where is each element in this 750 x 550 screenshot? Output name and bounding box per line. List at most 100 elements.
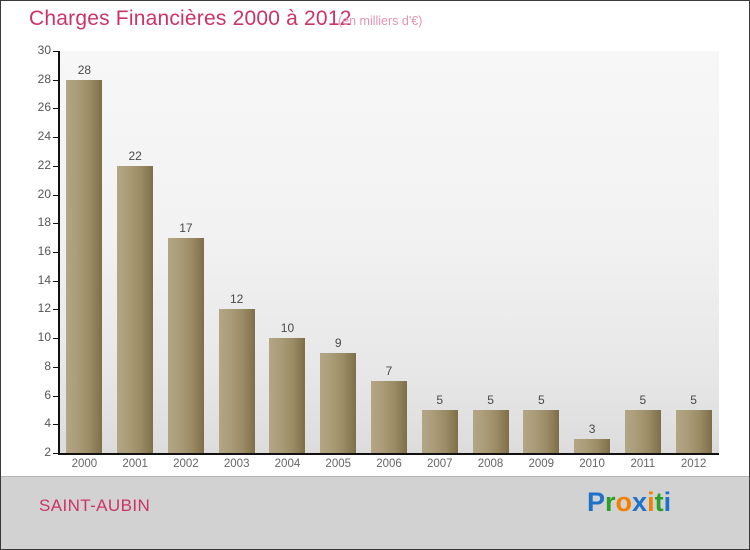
bar-value-label: 5 xyxy=(690,392,697,407)
bar-value-label: 3 xyxy=(588,421,596,436)
bar-value-label: 5 xyxy=(639,392,647,407)
y-tick-mark xyxy=(53,79,59,81)
y-tick-label: 18 xyxy=(37,215,51,230)
chart-title: Charges Financières 2000 à 2012 xyxy=(29,7,352,30)
bar[interactable] xyxy=(574,438,611,453)
y-tick: 2 xyxy=(1,445,51,459)
x-tick-label: 2003 xyxy=(223,458,250,470)
bar[interactable] xyxy=(421,409,458,453)
bar-value-label: 10 xyxy=(280,321,295,336)
bar-value-label: 17 xyxy=(179,220,193,235)
y-tick-mark xyxy=(53,453,59,454)
y-tick-mark xyxy=(53,108,59,110)
bar[interactable] xyxy=(66,79,103,453)
y-axis-line xyxy=(58,51,60,454)
x-tick-label: 2005 xyxy=(325,458,352,470)
bar-value-label: 7 xyxy=(385,364,393,379)
x-axis-line xyxy=(58,453,719,455)
y-tick-label: 6 xyxy=(44,387,51,402)
bar-value-label: 28 xyxy=(77,62,92,77)
x-tick-label: 2008 xyxy=(477,458,504,470)
x-tick-label: 2000 xyxy=(71,458,98,470)
bar-value-label: 5 xyxy=(537,392,545,407)
bar-value-label: 9 xyxy=(334,335,342,350)
y-tick-label: 10 xyxy=(37,330,51,345)
logo-letter: t xyxy=(654,487,664,517)
chart-footer: SAINT-AUBIN Proxiti xyxy=(1,476,749,549)
y-tick: 24 xyxy=(1,129,51,143)
y-tick-mark xyxy=(53,366,59,368)
y-tick: 8 xyxy=(1,359,51,373)
logo-letter: o xyxy=(615,487,633,517)
bar[interactable] xyxy=(472,409,509,453)
y-tick-mark xyxy=(53,51,59,52)
y-tick: 4 xyxy=(1,416,51,430)
y-tick: 28 xyxy=(1,72,51,86)
y-tick-label: 30 xyxy=(37,43,51,57)
x-tick-label: 2007 xyxy=(426,458,453,470)
y-tick: 20 xyxy=(1,187,51,201)
y-tick: 10 xyxy=(1,330,51,344)
chart-region: 30 28 26 24 22 20 18 16 14 12 10 8 6 4 2 28 22 17 12 10 9 7 5… xyxy=(1,41,749,476)
bar[interactable] xyxy=(269,338,306,453)
y-tick-label: 12 xyxy=(37,301,51,316)
logo-letter: i xyxy=(647,487,655,517)
y-tick-mark xyxy=(53,223,59,225)
proxiti-logo[interactable]: Proxiti xyxy=(587,487,671,518)
logo-letter: i xyxy=(663,487,672,517)
y-tick-label: 2 xyxy=(44,445,51,459)
y-tick-label: 22 xyxy=(37,157,51,172)
logo-letter: x xyxy=(632,487,648,517)
y-tick-mark xyxy=(53,424,59,426)
x-tick-label: 2001 xyxy=(122,458,148,470)
y-tick: 26 xyxy=(1,100,51,114)
bar-value-label: 5 xyxy=(436,392,444,407)
y-tick-label: 14 xyxy=(37,272,51,287)
y-tick-label: 28 xyxy=(37,71,51,86)
x-tick-label: 2002 xyxy=(173,458,199,470)
y-tick-label: 20 xyxy=(37,186,51,201)
y-tick: 22 xyxy=(1,158,51,172)
bar-value-label: 22 xyxy=(128,148,142,163)
y-tick-mark xyxy=(53,194,59,196)
y-tick: 6 xyxy=(1,388,51,402)
y-tick-label: 8 xyxy=(44,358,51,373)
bar-value-label: 12 xyxy=(230,292,244,307)
y-tick: 12 xyxy=(1,301,51,315)
bar[interactable] xyxy=(320,352,357,453)
x-tick-label: 2010 xyxy=(579,458,605,470)
y-tick-mark xyxy=(53,309,59,311)
bar[interactable] xyxy=(167,237,204,453)
y-tick-label: 24 xyxy=(37,129,51,144)
bar[interactable] xyxy=(371,381,407,453)
logo-letter: r xyxy=(605,487,616,517)
y-tick-label: 4 xyxy=(44,416,51,431)
x-tick-label: 2012 xyxy=(680,458,707,470)
y-tick-mark xyxy=(53,338,59,340)
y-tick: 18 xyxy=(1,215,51,229)
bar[interactable] xyxy=(117,165,154,453)
x-tick-label: 2006 xyxy=(376,458,402,470)
bar[interactable] xyxy=(624,409,661,453)
y-tick-mark xyxy=(53,280,59,282)
bar[interactable] xyxy=(675,409,712,453)
x-tick-label: 2011 xyxy=(630,458,656,470)
location-label: SAINT-AUBIN xyxy=(39,496,151,515)
bar[interactable] xyxy=(218,309,255,453)
y-tick-mark xyxy=(53,252,59,253)
chart-subtitle: (en milliers d'€) xyxy=(338,14,423,28)
chart-header: Charges Financières 2000 à 2012 (en mill… xyxy=(1,1,749,41)
x-tick-label: 2004 xyxy=(274,458,301,470)
y-tick: 30 xyxy=(1,43,51,57)
bar-value-label: 5 xyxy=(487,392,494,407)
y-tick-mark xyxy=(53,137,59,139)
y-tick-label: 16 xyxy=(37,244,51,258)
x-tick-label: 2009 xyxy=(528,458,555,470)
bar[interactable] xyxy=(523,409,560,453)
logo-letter: P xyxy=(587,487,606,517)
y-tick-mark xyxy=(53,395,59,397)
y-tick-mark xyxy=(53,165,59,167)
y-tick: 16 xyxy=(1,244,51,258)
y-tick: 14 xyxy=(1,273,51,287)
